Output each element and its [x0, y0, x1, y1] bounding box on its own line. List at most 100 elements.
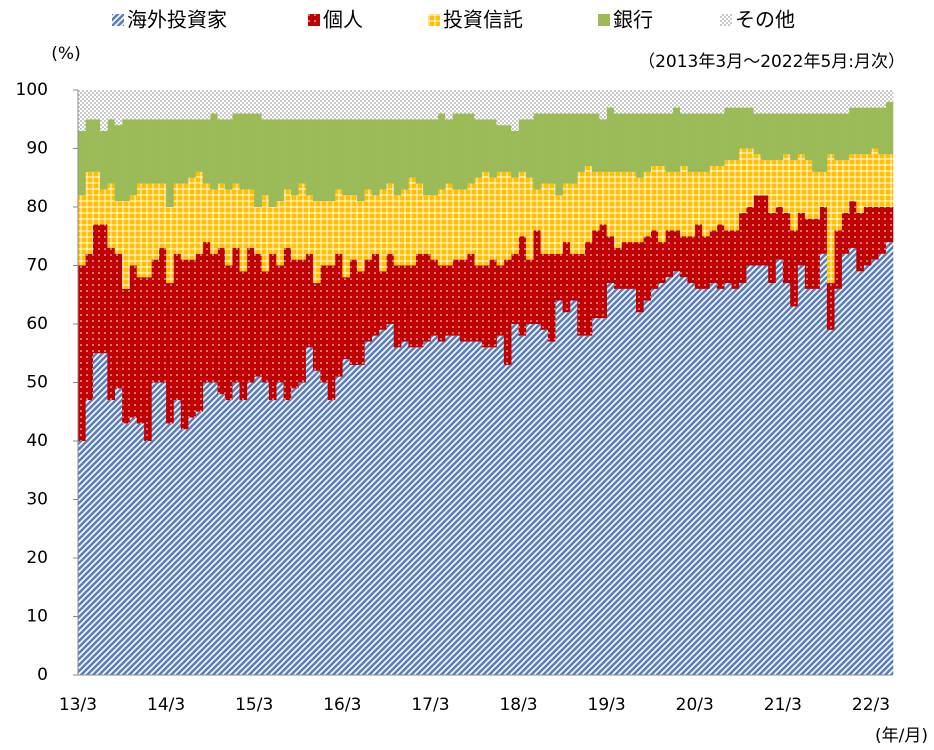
x-tick-label: 18/3 [499, 695, 537, 715]
bar-segment [437, 90, 446, 114]
legend-swatch [308, 14, 320, 26]
bar-segment [870, 148, 879, 207]
bar-segment [636, 312, 644, 675]
bar-segment [584, 242, 593, 336]
bar-segment [687, 236, 696, 284]
bar-segment [107, 247, 116, 401]
bar-segment [716, 90, 725, 114]
bar-segment [320, 90, 328, 120]
bar-segment [782, 212, 791, 284]
bar-segment [724, 160, 732, 231]
bar-segment [320, 201, 328, 266]
bar-segment [261, 271, 270, 383]
bar-segment [591, 318, 600, 675]
bar-segment [731, 90, 740, 108]
bar-segment [782, 154, 791, 213]
bar-segment [863, 207, 872, 266]
bar-segment [687, 171, 696, 237]
bar-segment [643, 300, 652, 675]
bar-segment [210, 113, 218, 190]
bar-segment [158, 247, 167, 383]
bar-segment [151, 90, 160, 120]
bar-segment [100, 189, 108, 225]
bar-segment [423, 195, 431, 254]
bar-segment [408, 90, 417, 120]
bar-segment [298, 119, 306, 184]
bar-segment [459, 259, 468, 342]
bar-segment [665, 90, 674, 114]
bar-segment [768, 113, 776, 161]
bar-segment [107, 90, 116, 120]
bar-segment [790, 160, 798, 231]
bar-segment [724, 90, 732, 108]
bar-segment [834, 90, 842, 114]
x-tick-label: 13/3 [59, 695, 97, 715]
bar-segment [445, 335, 453, 675]
bar-segment [775, 160, 784, 207]
bar-segment [268, 400, 277, 675]
bar-segment [180, 119, 189, 184]
bar-segment [731, 230, 740, 289]
bar-segment [870, 107, 879, 149]
bar-segment [393, 265, 402, 348]
x-tick-label: 22/3 [852, 695, 890, 715]
bar-segment [702, 236, 710, 289]
bar-segment [878, 107, 886, 155]
bar-segment [702, 288, 710, 675]
bar-segment [606, 107, 615, 172]
bar-segment [753, 265, 762, 675]
bar-segment [870, 259, 879, 675]
bar-segment [636, 90, 644, 114]
bar-segment [78, 90, 86, 131]
bar-segment [276, 90, 284, 120]
bar-segment [459, 90, 468, 114]
bar-segment [826, 90, 835, 114]
bar-segment [144, 441, 152, 675]
bar-segment [760, 113, 769, 161]
bar-segment [445, 183, 453, 266]
bar-segment [628, 90, 637, 114]
bar-segment [254, 113, 262, 207]
bar-segment [180, 259, 189, 430]
bar-segment [144, 90, 152, 120]
bar-segment [327, 90, 336, 120]
bar-segment [342, 277, 350, 360]
bar-segment [129, 417, 138, 675]
bar-segment [826, 113, 835, 155]
bar-segment [276, 265, 284, 383]
bar-segment [503, 259, 512, 365]
bar-segment [437, 341, 446, 675]
bar-segment [496, 125, 505, 172]
bar-segment [445, 265, 453, 336]
bar-segment [290, 119, 299, 196]
bar-segment [334, 189, 343, 254]
bar-segment [166, 423, 174, 675]
bar-segment [298, 382, 306, 675]
bar-segment [334, 119, 343, 190]
bar-segment [569, 183, 578, 254]
bar-segment [496, 265, 505, 336]
bar-segment [650, 288, 659, 675]
bar-segment [768, 212, 776, 284]
bar-segment [738, 107, 747, 149]
bar-segment [489, 119, 497, 178]
bar-segment [107, 400, 116, 675]
legend-label: その他 [735, 8, 795, 32]
bar-segment [863, 107, 872, 155]
bar-segment [78, 195, 86, 266]
bar-segment [775, 90, 784, 114]
bar-segment [716, 166, 725, 225]
bar-segment [606, 90, 615, 108]
bar-segment [819, 207, 828, 254]
bar-segment [166, 119, 174, 207]
bar-segment [584, 90, 593, 114]
bar-segment [210, 382, 218, 675]
bar-segment [467, 253, 475, 342]
bar-segment [834, 113, 842, 161]
bar-segment [254, 90, 262, 114]
bar-segment [782, 283, 791, 675]
bar-segment [650, 166, 659, 231]
bar-segment [848, 90, 857, 108]
bar-segment [401, 265, 409, 342]
y-tick-label: 50 [26, 373, 48, 393]
